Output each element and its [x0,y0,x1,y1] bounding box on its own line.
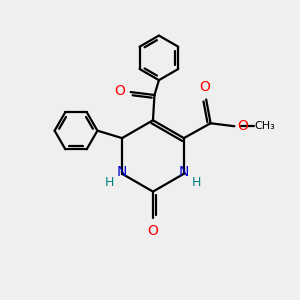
Text: O: O [115,84,125,98]
Text: O: O [237,119,248,133]
Text: N: N [117,165,127,179]
Text: O: O [148,224,158,238]
Text: H: H [105,176,114,189]
Text: H: H [192,176,201,189]
Text: O: O [199,80,210,94]
Text: CH₃: CH₃ [254,121,275,131]
Text: N: N [179,165,189,179]
